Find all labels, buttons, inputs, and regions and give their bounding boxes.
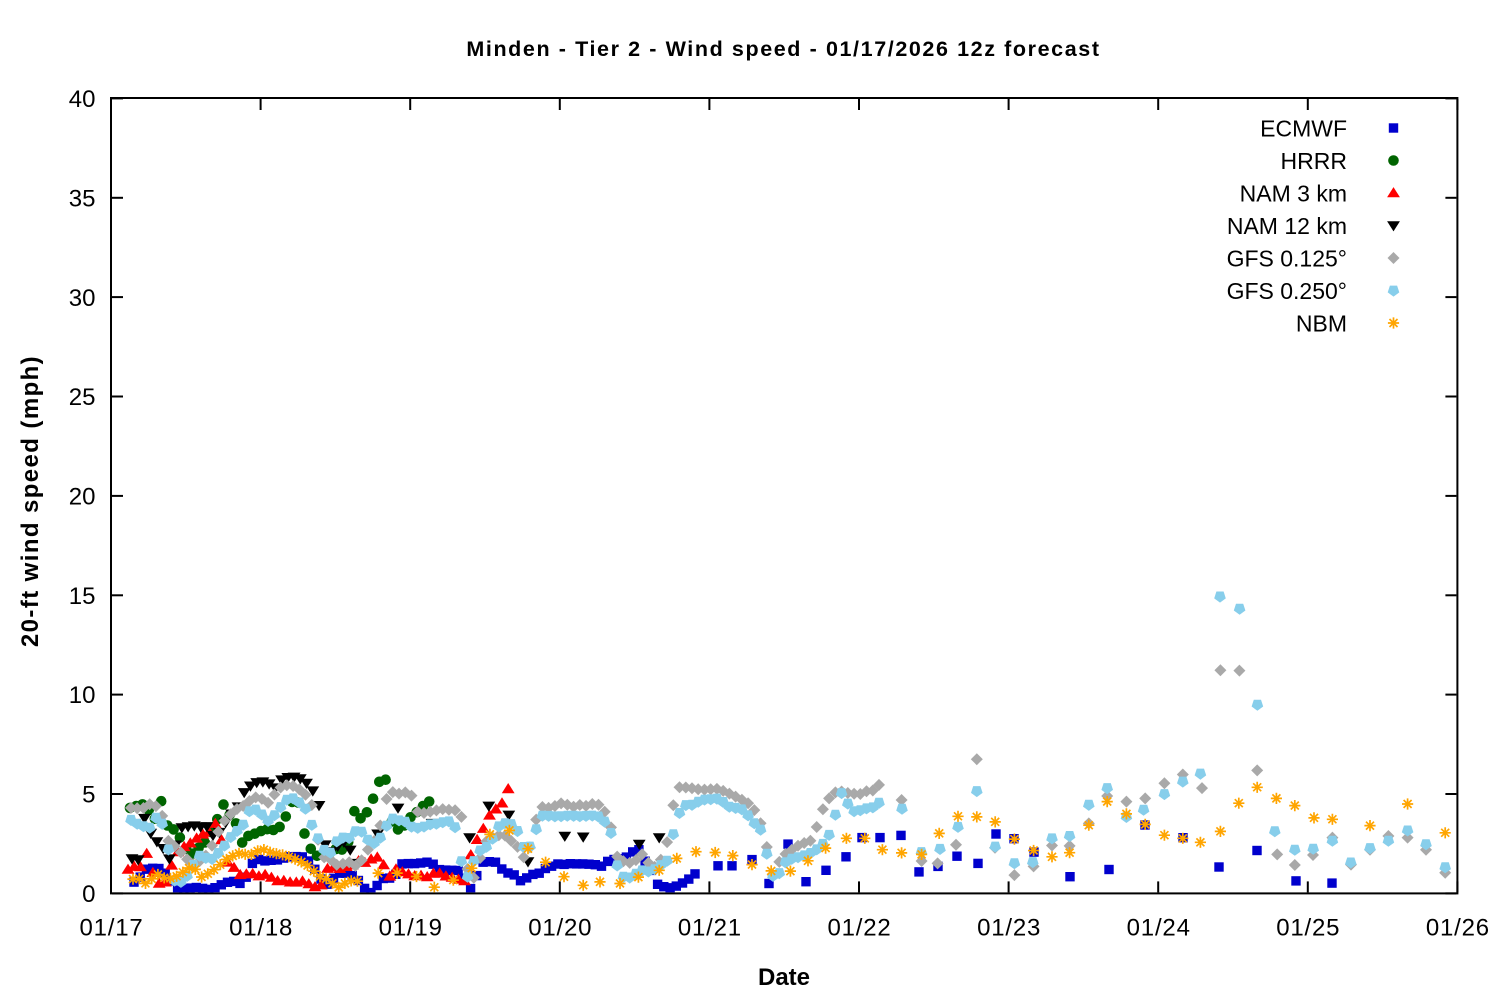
svg-text:01/20: 01/20	[528, 915, 592, 942]
svg-text:15: 15	[69, 583, 96, 610]
svg-text:25: 25	[69, 384, 96, 411]
svg-text:30: 30	[69, 285, 96, 312]
svg-text:NAM 12 km: NAM 12 km	[1227, 213, 1347, 239]
svg-text:01/17: 01/17	[79, 915, 143, 942]
svg-text:ECMWF: ECMWF	[1260, 116, 1347, 142]
svg-text:Minden - Tier 2 - Wind speed -: Minden - Tier 2 - Wind speed - 01/17/202…	[466, 37, 1100, 61]
svg-text:10: 10	[69, 682, 96, 709]
svg-text:GFS 0.250°: GFS 0.250°	[1227, 278, 1347, 304]
svg-text:01/23: 01/23	[977, 915, 1041, 942]
svg-text:01/25: 01/25	[1276, 915, 1340, 942]
svg-text:20-ft wind speed (mph): 20-ft wind speed (mph)	[17, 355, 44, 647]
svg-text:01/21: 01/21	[678, 915, 742, 942]
svg-text:35: 35	[69, 185, 96, 212]
svg-text:01/24: 01/24	[1127, 915, 1191, 942]
svg-text:01/18: 01/18	[229, 915, 293, 942]
svg-text:NBM: NBM	[1296, 311, 1347, 337]
svg-text:40: 40	[69, 86, 96, 113]
svg-text:01/26: 01/26	[1426, 915, 1490, 942]
svg-text:0: 0	[82, 881, 95, 908]
svg-text:20: 20	[69, 484, 96, 511]
svg-text:01/22: 01/22	[827, 915, 891, 942]
svg-text:GFS 0.125°: GFS 0.125°	[1227, 246, 1347, 272]
svg-text:5: 5	[82, 782, 95, 809]
svg-text:NAM 3 km: NAM 3 km	[1240, 181, 1347, 207]
svg-text:01/19: 01/19	[379, 915, 443, 942]
svg-text:Date: Date	[758, 964, 810, 991]
svg-text:HRRR: HRRR	[1281, 148, 1347, 174]
